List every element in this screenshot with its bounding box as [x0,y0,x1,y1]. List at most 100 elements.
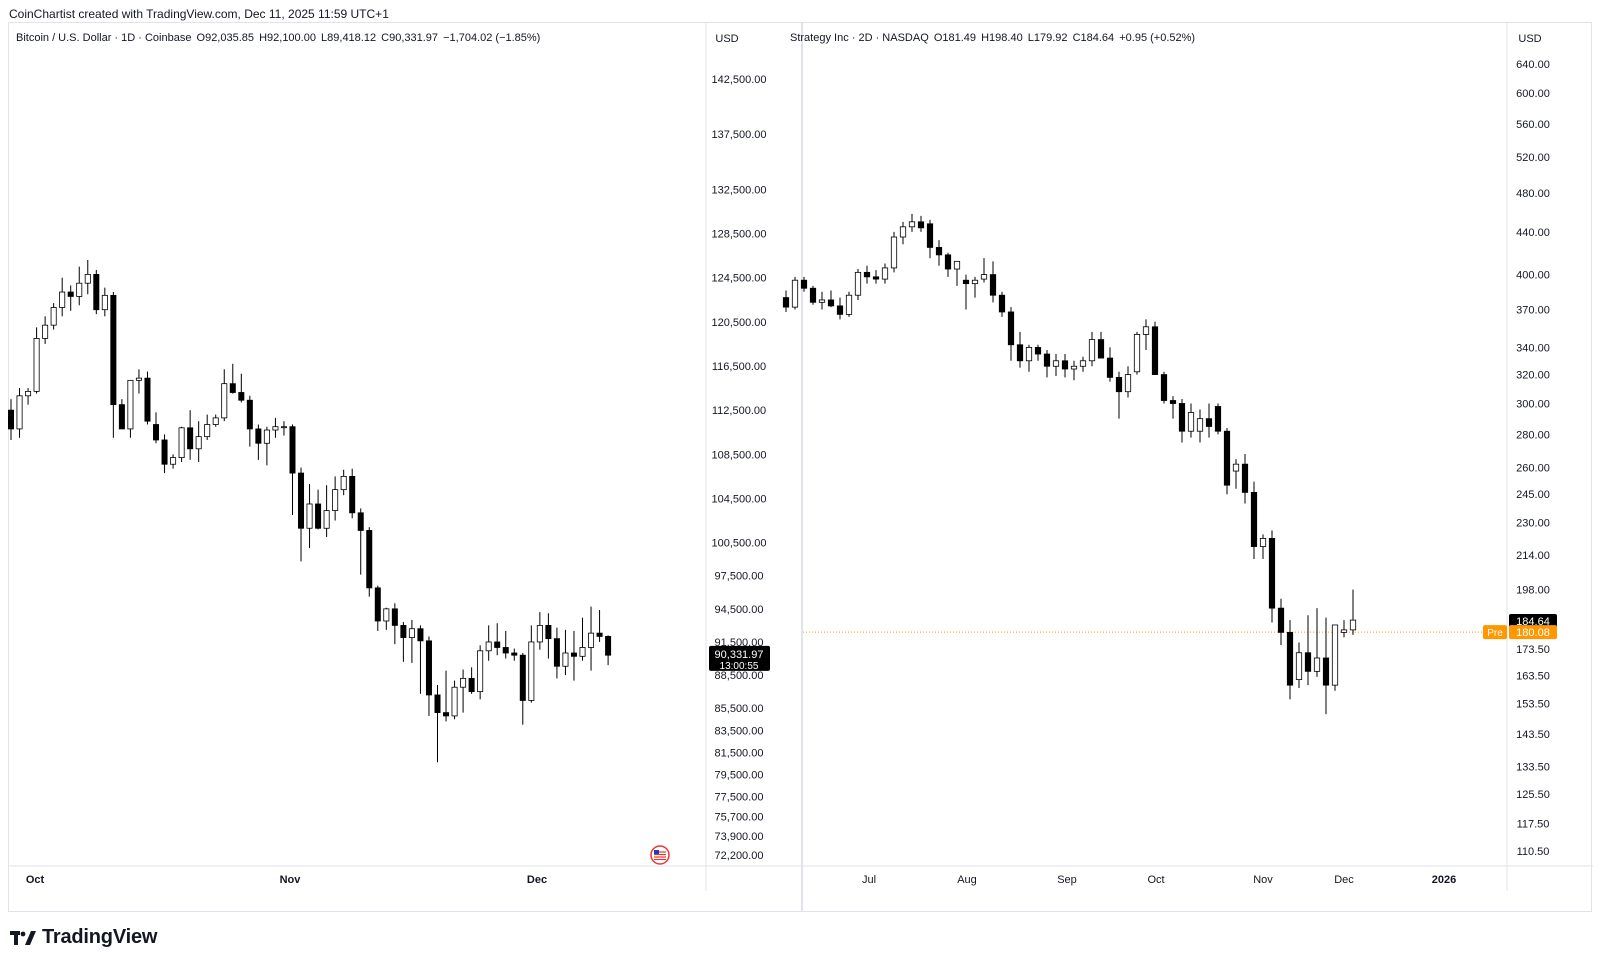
mstr-candle-body [1169,400,1177,404]
mstr-y-tick-label: 440.00 [1516,227,1550,239]
mstr-candle-body [1295,652,1303,680]
btc-candle-body [135,377,142,381]
us-flag-canton [654,850,659,854]
mstr-candle-body [1205,418,1213,427]
attribution-text: CoinChartist created with TradingView.co… [9,7,389,21]
mstr-y-tick-label: 117.50 [1517,818,1550,830]
mstr-x-axis-label: Dec [1334,874,1354,886]
btc-y-tick-label: 124,500.00 [711,273,766,285]
btc-candle-body [255,428,262,444]
btc-candle-body [170,457,177,465]
btc-candle-body [494,641,501,648]
mstr-candle-body [1007,311,1015,346]
mstr-y-tick-label: 143.50 [1516,729,1550,741]
mstr-candle-body [1241,463,1249,493]
btc-candle-body [153,424,160,441]
btc-y-tick-label: 83,500.00 [715,725,764,737]
mstr-premarket-price-badge [1509,625,1557,640]
btc-candle-body [596,632,603,637]
btc-candle-body [545,625,552,640]
btc-y-tick-label: 142,500.00 [711,74,766,86]
btc-candle-body [7,409,14,430]
btc-x-axis-label: Nov [280,874,302,886]
mstr-candle-body [1349,619,1357,631]
mstr-candle-body [1088,339,1096,362]
mstr-candle-body [1223,430,1231,486]
mstr-symbol-title: Strategy Inc · 2D · NASDAQ [790,32,929,44]
mstr-candle-body [818,299,826,303]
mstr-candle-body [1286,631,1294,686]
mstr-candle-body [998,294,1006,313]
mstr-candle-body [926,223,934,248]
btc-candle-body [187,427,194,450]
btc-candle-body [289,426,296,474]
mstr-y-tick-label: 245.00 [1516,489,1550,501]
mstr-last-price-label: 184.64 [1516,616,1550,628]
btc-candle-body [50,307,57,326]
mstr-last-price-badge [1509,613,1557,628]
mstr-candle-body [989,274,997,296]
btc-candle-body [570,652,577,657]
btc-candle-body [76,282,83,297]
mstr-chart-panel[interactable]: Strategy Inc · 2D · NASDAQ O181.49 H198.… [782,22,1593,913]
btc-candle-body [332,489,339,512]
btc-candle-body [323,510,330,529]
btc-candle-body [93,273,100,311]
btc-candle-body [212,417,219,425]
btc-candle-body [477,650,484,693]
mstr-open-value: O181.49 [933,32,977,44]
btc-candle-body [425,640,432,696]
mstr-candlestick-chart[interactable]: USD 640.00 600.00 560.00 520.00 480.00 440.00 4… [782,23,1593,913]
btc-candle-body [536,625,543,643]
btc-candle-body [42,324,49,339]
btc-candle-body [349,475,356,514]
mstr-candle-body [962,279,970,285]
btc-x-axis-label: Dec [527,874,547,886]
tradingview-logo[interactable]: TradingView [10,926,157,949]
btc-candle-body [400,625,407,638]
mstr-candle-body [1331,624,1339,686]
btc-y-tick-label: 120,500.00 [711,317,766,329]
btc-candle-body [519,654,526,701]
mstr-change-value: +0.95 (+0.52%) [1119,32,1196,44]
mstr-candle-body [1070,365,1078,370]
btc-candle-body [468,677,475,693]
tradingview-logo-icon [10,930,36,945]
tradingview-logo-text: TradingView [42,926,158,948]
btc-candle-body [229,383,236,393]
btc-candle-body [16,395,23,430]
mstr-x-axis-label: Jul [862,874,876,886]
mstr-y-tick-label: 163.50 [1516,670,1550,682]
mstr-candle-body [953,260,961,270]
btc-candle-body [195,436,202,450]
btc-candle-body [272,426,279,431]
mstr-x-axis-label: Nov [1253,874,1273,886]
btc-chart-panel[interactable]: Bitcoin / U.S. Dollar · 1D · Coinbase O9… [7,22,803,913]
btc-close-value: C90,331.97 [381,32,439,44]
mstr-candle-body [881,267,889,280]
btc-candle-body [315,503,322,529]
mstr-premarket-tag [1483,625,1507,640]
mstr-y-tick-label: 370.00 [1516,305,1550,317]
mstr-candle-body [1268,538,1276,609]
btc-candle-body [306,503,313,529]
mstr-y-tick-label: 480.00 [1516,188,1550,200]
mstr-candle-body [1151,326,1159,375]
mstr-y-tick-label: 260.00 [1516,463,1550,475]
mstr-candle-body [1259,538,1267,547]
btc-candle-body [434,694,441,714]
mstr-candle-body [1115,376,1123,393]
mstr-candle-body [1052,360,1060,367]
mstr-candle-body [1313,657,1321,672]
mstr-candle-body [1106,357,1114,378]
btc-last-price-badge [709,645,770,671]
btc-candle-body [25,390,32,397]
btc-candlestick-chart[interactable]: USD 142,500.00 137,500.00 132,500.00 128,500… [7,23,803,913]
btc-candle-body [417,628,424,642]
btc-candle-body [579,647,586,657]
mstr-candle-body [1196,418,1204,432]
mstr-candle-body [1178,403,1186,432]
btc-candle-body [33,338,40,392]
btc-candle-body [460,677,467,688]
btc-candle-body [340,475,347,491]
